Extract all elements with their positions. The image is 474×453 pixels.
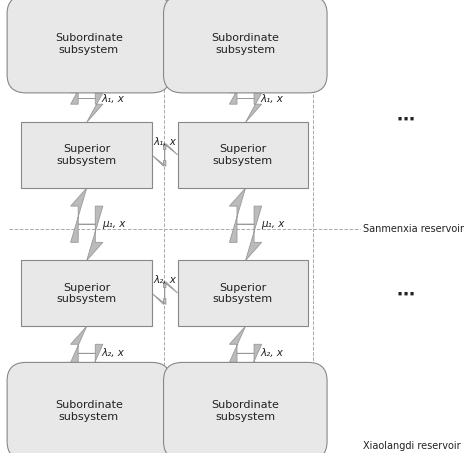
Text: Subordinate
subsystem: Subordinate subsystem	[211, 400, 279, 422]
Polygon shape	[71, 75, 103, 122]
Text: Subordinate
subsystem: Subordinate subsystem	[55, 400, 123, 422]
Text: Subordinate
subsystem: Subordinate subsystem	[211, 34, 279, 55]
Text: Subordinate
subsystem: Subordinate subsystem	[55, 34, 123, 55]
Text: Xiaolangdi reservoir: Xiaolangdi reservoir	[363, 441, 460, 451]
FancyBboxPatch shape	[164, 362, 327, 453]
Polygon shape	[71, 326, 103, 381]
Text: λ₂, x: λ₂, x	[102, 348, 125, 358]
FancyBboxPatch shape	[21, 122, 152, 188]
Polygon shape	[229, 75, 262, 122]
FancyBboxPatch shape	[7, 362, 171, 453]
FancyBboxPatch shape	[164, 0, 327, 93]
Text: λ₁, x: λ₁, x	[261, 93, 283, 104]
Polygon shape	[229, 326, 262, 381]
Text: ⋯: ⋯	[396, 111, 414, 129]
Text: Superior
subsystem: Superior subsystem	[213, 145, 273, 166]
Polygon shape	[229, 188, 262, 260]
Text: λ₁, x: λ₁, x	[153, 137, 176, 147]
Text: Superior
subsystem: Superior subsystem	[56, 283, 117, 304]
FancyBboxPatch shape	[178, 260, 308, 326]
Text: λ₁, x: λ₁, x	[102, 93, 125, 104]
Text: λ₂, x: λ₂, x	[261, 348, 283, 358]
Polygon shape	[152, 282, 178, 304]
Text: Superior
subsystem: Superior subsystem	[56, 145, 117, 166]
FancyBboxPatch shape	[21, 260, 152, 326]
Text: Sanmenxia reservoir: Sanmenxia reservoir	[363, 224, 464, 234]
Text: ⋯: ⋯	[396, 285, 414, 304]
Text: μ₁, x: μ₁, x	[102, 219, 125, 229]
Polygon shape	[71, 188, 103, 260]
Text: λ₂, x: λ₂, x	[153, 275, 176, 285]
FancyBboxPatch shape	[7, 0, 171, 93]
Text: Superior
subsystem: Superior subsystem	[213, 283, 273, 304]
FancyBboxPatch shape	[178, 122, 308, 188]
Text: μ₁, x: μ₁, x	[261, 219, 284, 229]
Polygon shape	[152, 144, 178, 166]
